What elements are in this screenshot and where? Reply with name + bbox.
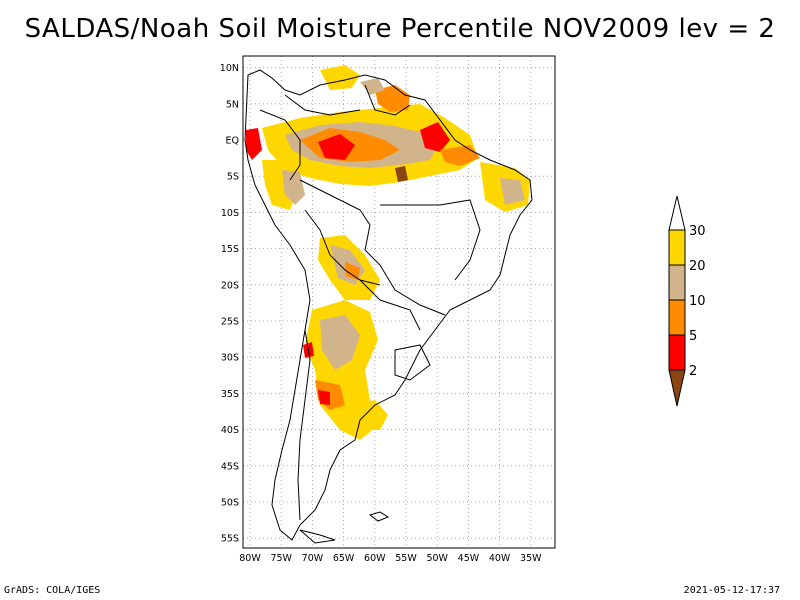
percentile-shading — [246, 65, 530, 440]
lon-tick-label: 55W — [395, 553, 417, 564]
border-argentina-chile — [297, 329, 311, 521]
colorbar-below-triangle — [668, 369, 686, 407]
lon-tick-label: 35W — [520, 553, 542, 564]
lon-tick-label: 60W — [364, 553, 386, 564]
shade-guiana-yellow — [320, 65, 360, 90]
lat-tick-label: 5N — [226, 99, 239, 110]
lat-tick-label: 10N — [220, 63, 239, 74]
lat-tick-label: 30S — [221, 353, 239, 364]
coastlines — [244, 69, 533, 544]
lat-tick-label: 55S — [221, 534, 239, 545]
plot-frame — [242, 55, 556, 549]
lon-tick-label: 40W — [489, 553, 511, 564]
lat-tick-labels: 10N 5N EQ 5S 10S 15S 20S 25S 30S 35S 40S 45S 50S 55S — [220, 63, 239, 545]
island-falklands — [368, 511, 390, 522]
shade-coast-brown — [395, 166, 408, 182]
shade-central-orange — [345, 262, 360, 280]
footer-credit: GrADS: COLA/IGES — [4, 585, 101, 596]
border-colombia — [259, 109, 301, 181]
shade-peru-tan — [282, 170, 305, 205]
lon-tick-label: 75W — [270, 553, 292, 564]
border-uruguay — [394, 344, 431, 381]
shade-ecuador-red — [246, 128, 262, 160]
colorbar-segment-2-5 — [668, 334, 686, 371]
lon-tick-label: 70W — [302, 553, 324, 564]
lon-tick-label: 50W — [426, 553, 448, 564]
lat-tick-label: 50S — [221, 498, 239, 509]
colorbar-segment-20-30 — [668, 229, 686, 266]
border-brazil-west — [299, 179, 446, 316]
colorbar-segment-5-10 — [668, 299, 686, 336]
lat-tick-label: 15S — [221, 244, 239, 255]
lon-tick-label: 45W — [458, 553, 480, 564]
shade-pampas-yellow — [355, 400, 388, 430]
colorbar: 30 20 10 5 2 — [668, 195, 706, 407]
lat-tick-label: 5S — [227, 172, 239, 183]
colorbar-segment-10-20 — [668, 264, 686, 301]
island-tierra-del-fuego — [299, 529, 336, 544]
border-guianas — [364, 84, 411, 116]
colorbar-above-triangle — [668, 195, 686, 231]
lon-tick-label: 65W — [333, 553, 355, 564]
border-bolivia — [304, 209, 381, 286]
footer-timestamp: 2021-05-12-17:37 — [683, 585, 780, 596]
colorbar-label-30: 30 — [689, 224, 706, 239]
lat-tick-label: 45S — [221, 461, 239, 472]
lon-tick-labels: 80W 75W 70W 65W 60W 55W 50W 45W 40W 35W — [239, 553, 542, 564]
colorbar-label-20: 20 — [689, 259, 706, 274]
map-title: SALDAS/Noah Soil Moisture Percentile NOV… — [24, 14, 776, 44]
border-venezuela — [284, 94, 361, 116]
lat-tick-label: 10S — [221, 208, 239, 219]
lat-tick-label: 40S — [221, 425, 239, 436]
border-paraguay — [359, 279, 421, 331]
lat-tick-label: 20S — [221, 280, 239, 291]
lon-tick-label: 80W — [239, 553, 261, 564]
shade-ne-tan — [500, 178, 525, 205]
shade-south-tan — [320, 315, 360, 370]
shade-south-red1 — [318, 390, 330, 405]
border-brazil-states — [380, 199, 481, 281]
colorbar-label-2: 2 — [689, 364, 697, 379]
colorbar-label-10: 10 — [689, 294, 706, 309]
shade-north-red2 — [420, 122, 450, 152]
lat-tick-label: 35S — [221, 389, 239, 400]
lat-tick-label: EQ — [226, 136, 239, 147]
colorbar-label-5: 5 — [689, 329, 697, 344]
shade-amapa-tan — [360, 78, 385, 95]
lat-tick-label: 25S — [221, 317, 239, 328]
shade-north-red1 — [318, 134, 355, 160]
